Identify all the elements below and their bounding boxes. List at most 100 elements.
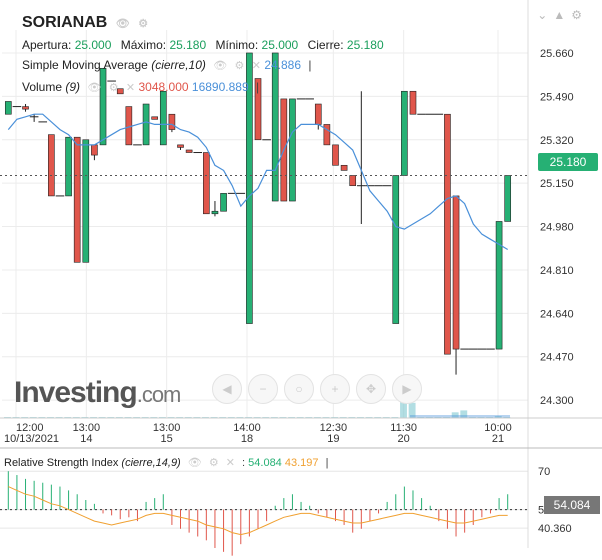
candle-body bbox=[185, 149, 193, 153]
date-tick-label: 18 bbox=[241, 433, 253, 445]
axes: 25.660 25.490 25.320 25.150 24.980 24.810 24.6… bbox=[0, 0, 602, 548]
time-tick-label: 14:00 bbox=[233, 422, 261, 434]
rsi-signal-line bbox=[8, 486, 508, 536]
candle-body bbox=[65, 136, 72, 197]
price-tick-label: 25.320 bbox=[540, 135, 574, 147]
candle-body bbox=[392, 175, 400, 324]
eye-icon[interactable]: 👁 bbox=[187, 457, 202, 469]
price-tick-label: 24.640 bbox=[540, 308, 574, 320]
price-tick-label: 25.490 bbox=[540, 91, 574, 103]
gear-icon[interactable]: ⚙ bbox=[234, 60, 245, 72]
candle-body bbox=[340, 164, 348, 171]
candle-body bbox=[323, 124, 331, 146]
time-tick-label: 10:00 bbox=[484, 422, 512, 434]
candle-body bbox=[177, 144, 184, 148]
candle-body bbox=[452, 195, 460, 350]
candle-body bbox=[142, 103, 150, 146]
date-tick-label: 20 bbox=[398, 433, 410, 445]
candle-body bbox=[271, 52, 279, 202]
candles bbox=[4, 52, 512, 375]
candle-body bbox=[168, 113, 176, 130]
time-tick-label: 13:00 bbox=[73, 422, 101, 434]
candle-body bbox=[116, 88, 124, 95]
sma-polyline bbox=[7, 113, 509, 251]
close-icon[interactable]: ✕ bbox=[251, 60, 261, 72]
candle-body bbox=[159, 90, 167, 146]
candle-body bbox=[349, 175, 357, 187]
candle-body bbox=[99, 67, 107, 146]
candle-body bbox=[289, 98, 296, 202]
close-icon[interactable]: ✕ bbox=[225, 457, 235, 469]
volume-bar bbox=[408, 402, 416, 418]
volume-bar bbox=[460, 410, 468, 418]
volume-bar bbox=[451, 412, 459, 418]
candle-body bbox=[314, 103, 322, 125]
candle-body bbox=[401, 90, 408, 176]
candle-body bbox=[203, 152, 210, 215]
gear-icon[interactable]: ⚙ bbox=[108, 82, 119, 94]
candle-body bbox=[211, 210, 219, 215]
volume-baseline bbox=[410, 415, 510, 418]
chevron-down-icon[interactable]: ⌄ bbox=[537, 8, 554, 22]
date-tick-label: 14 bbox=[80, 433, 92, 445]
rsi-panel: 705040.360 bbox=[0, 466, 572, 556]
zoom-reset-icon[interactable]: ○ bbox=[284, 374, 314, 404]
rsi-tick-label: 40.360 bbox=[538, 523, 572, 535]
instrument-title: SORIANAB 👁 ⚙ bbox=[22, 14, 149, 31]
date-tick-label: 10/13/2021 bbox=[4, 433, 59, 445]
gear-icon[interactable]: ⚙ bbox=[571, 8, 588, 22]
sma-line bbox=[7, 113, 509, 251]
gear-icon[interactable]: ⚙ bbox=[208, 457, 219, 469]
candle-body bbox=[246, 52, 253, 324]
gear-icon[interactable]: ⚙ bbox=[138, 18, 149, 30]
candle-body bbox=[4, 101, 12, 115]
eye-icon[interactable]: 👁 bbox=[115, 18, 130, 30]
price-tick-label: 24.470 bbox=[540, 352, 574, 364]
price-tick-label: 25.150 bbox=[540, 178, 574, 190]
rsi-tick-label: 70 bbox=[538, 466, 550, 478]
time-tick-label: 13:00 bbox=[153, 422, 181, 434]
date-tick-label: 15 bbox=[161, 433, 173, 445]
candle-body bbox=[125, 106, 133, 146]
scroll-right-icon[interactable]: ▶ bbox=[392, 374, 422, 404]
investing-watermark: Investing.com bbox=[14, 376, 181, 409]
time-tick-label: 11:30 bbox=[390, 422, 417, 434]
zoom-out-icon[interactable]: − bbox=[248, 374, 278, 404]
scroll-left-icon[interactable]: ◀ bbox=[212, 374, 242, 404]
candle-body bbox=[504, 175, 512, 222]
eye-icon[interactable]: 👁 bbox=[87, 82, 102, 94]
date-tick-label: 21 bbox=[492, 433, 504, 445]
candle-body bbox=[444, 113, 451, 355]
ohlc-readout: Apertura: 25.000 Máximo: 25.180 Mínimo: … bbox=[22, 38, 384, 52]
candle-body bbox=[22, 106, 29, 110]
rsi-value-badge: 54.084 bbox=[544, 496, 600, 514]
close-icon[interactable]: ✕ bbox=[125, 82, 136, 94]
volume-legend[interactable]: Volume (9) 👁 ⚙ ✕ 3048.000 16890.889 | bbox=[22, 80, 260, 94]
price-tick-label: 24.810 bbox=[540, 265, 574, 277]
rsi-legend[interactable]: Relative Strength Index (cierre,14,9) 👁 … bbox=[4, 457, 329, 469]
candle-body bbox=[91, 144, 98, 156]
drag-icon[interactable]: ▲ bbox=[553, 8, 572, 22]
date-tick-label: 19 bbox=[327, 433, 339, 445]
candle-body bbox=[48, 134, 55, 197]
candle-body bbox=[254, 78, 262, 141]
top-right-icons[interactable]: ⌄▲⚙ bbox=[537, 8, 588, 22]
candle-body bbox=[495, 221, 503, 350]
candle-body bbox=[151, 116, 158, 120]
sma-legend[interactable]: Simple Moving Average (cierre,10) 👁 ⚙ ✕ … bbox=[22, 58, 312, 72]
candle-body bbox=[332, 144, 339, 166]
price-tick-label: 25.660 bbox=[540, 48, 574, 60]
chart-toolbar[interactable]: ◀ − ○ + ✥ ▶ bbox=[212, 374, 422, 404]
eye-icon[interactable]: 👁 bbox=[213, 60, 228, 72]
candle-body bbox=[82, 139, 90, 263]
time-tick-label: 12:30 bbox=[320, 422, 348, 434]
pan-icon[interactable]: ✥ bbox=[356, 374, 386, 404]
candle-body bbox=[73, 136, 81, 263]
zoom-in-icon[interactable]: + bbox=[320, 374, 350, 404]
price-tick-label: 24.300 bbox=[540, 395, 574, 407]
time-tick-label: 12:00 bbox=[16, 422, 44, 434]
candle-body bbox=[409, 90, 417, 115]
price-tick-label: 24.980 bbox=[540, 222, 574, 234]
volume-bar bbox=[494, 416, 502, 418]
